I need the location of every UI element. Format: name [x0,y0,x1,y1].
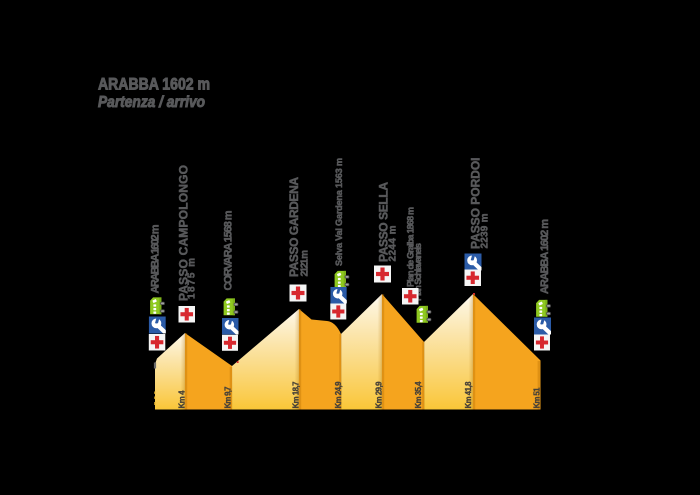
svg-text:Selva Val Gardena 1563 m: Selva Val Gardena 1563 m [334,158,344,266]
svg-text:Km 18,7: Km 18,7 [292,382,301,409]
svg-text:Plan Schiavaneis: Plan Schiavaneis [413,243,423,301]
svg-text:Km 9,7: Km 9,7 [224,387,233,409]
svg-text:2239 m: 2239 m [480,213,491,248]
svg-text:Plan de Gralba 1868 m: Plan de Gralba 1868 m [406,207,416,287]
svg-text:Partenza / arrivo: Partenza / arrivo [98,94,205,111]
svg-text:PASSO SELLA: PASSO SELLA [377,182,391,262]
svg-text:PASSO PORDOI: PASSO PORDOI [469,158,483,250]
svg-text:Km 41,8: Km 41,8 [464,381,473,409]
svg-text:Km 4: Km 4 [178,390,187,409]
svg-text:ARABBA 1602 m: ARABBA 1602 m [98,76,210,94]
svg-text:2121 m: 2121 m [300,250,311,277]
svg-text:CORVARA 1568 m: CORVARA 1568 m [223,210,235,290]
svg-text:Km 24,9: Km 24,9 [334,381,343,409]
svg-text:Km 51: Km 51 [533,387,542,409]
svg-text:Km 35,4: Km 35,4 [414,381,423,409]
svg-text:ARABBA 1602 m: ARABBA 1602 m [150,224,162,293]
svg-text:PASSO GARDENA: PASSO GARDENA [287,177,301,277]
svg-text:1875 m: 1875 m [187,258,198,299]
svg-text:PASSO CAMPOLONGO: PASSO CAMPOLONGO [177,165,191,301]
svg-text:ARABBA 1602 m: ARABBA 1602 m [539,219,551,294]
svg-text:2244 m: 2244 m [388,225,399,261]
svg-text:Km 29,9: Km 29,9 [375,381,384,409]
